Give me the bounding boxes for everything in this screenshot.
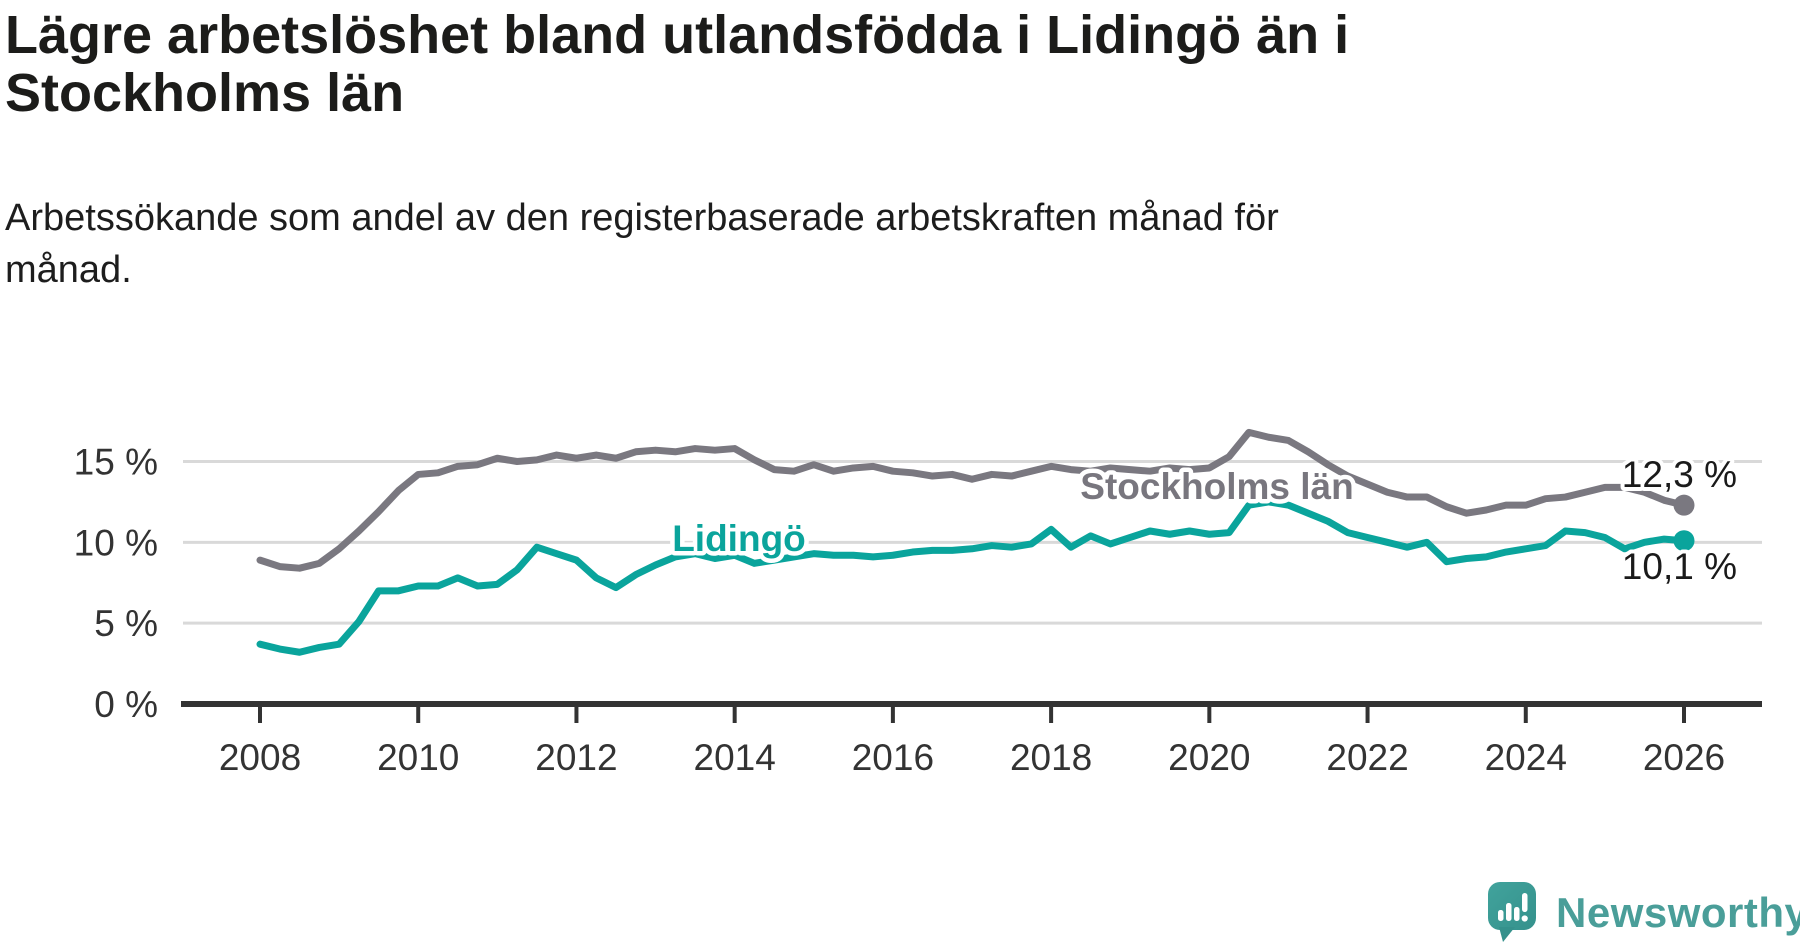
x-tick-label-2020: 2020 [1168,737,1250,778]
subtitle-line-1: Arbetssökande som andel av den registerb… [5,197,1279,239]
title-line-1: Lägre arbetslöshet bland utlandsfödda i … [5,5,1350,65]
logo-bubble-tail [1499,927,1515,942]
end-value-label-lidingo: 10,1 % [1622,546,1737,587]
series-label-lidingo: Lidingö [672,518,806,559]
logo-exclamation-bar [1522,893,1528,912]
y-tick-label-10: 10 % [74,522,158,563]
logo-bar-1 [1498,910,1504,921]
x-tick-label-2010: 2010 [377,737,459,778]
series-line-stockholms-lan [256,428,1688,572]
y-tick-label-0: 0 % [94,684,158,725]
y-tick-label-15: 15 % [74,441,158,482]
logo-bar-3 [1514,907,1520,921]
end-value-label-stockholms-lan: 12,3 % [1622,454,1737,495]
x-tick-label-2016: 2016 [852,737,934,778]
x-tick-label-2026: 2026 [1643,737,1725,778]
page-title: Lägre arbetslöshet bland utlandsfödda i … [5,6,1349,122]
end-dot-stockholms-lan [1673,494,1695,516]
title-line-2: Stockholms län [5,63,405,123]
x-tick-label-2022: 2022 [1326,737,1408,778]
series-line-lidingo [256,498,1688,656]
chart-subtitle: Arbetssökande som andel av den registerb… [5,192,1279,296]
newsworthy-logo-icon [1488,882,1536,942]
x-tick-label-2014: 2014 [694,737,776,778]
y-tick-label-5: 5 % [94,603,158,644]
end-dot-lidingo [1673,530,1695,552]
brand-name: Newsworthy [1556,889,1800,936]
newsworthy-brand: Newsworthy [1488,882,1800,944]
logo-bar-2 [1506,903,1512,921]
x-tick-label-2012: 2012 [535,737,617,778]
logo-bubble [1488,882,1536,930]
x-tick-label-2024: 2024 [1485,737,1567,778]
series-label-stockholms-lan: Stockholms län [1080,466,1353,507]
x-tick-label-2018: 2018 [1010,737,1092,778]
subtitle-line-2: månad. [5,249,132,291]
x-tick-label-2008: 2008 [219,737,301,778]
logo-exclamation-dot [1521,915,1528,922]
